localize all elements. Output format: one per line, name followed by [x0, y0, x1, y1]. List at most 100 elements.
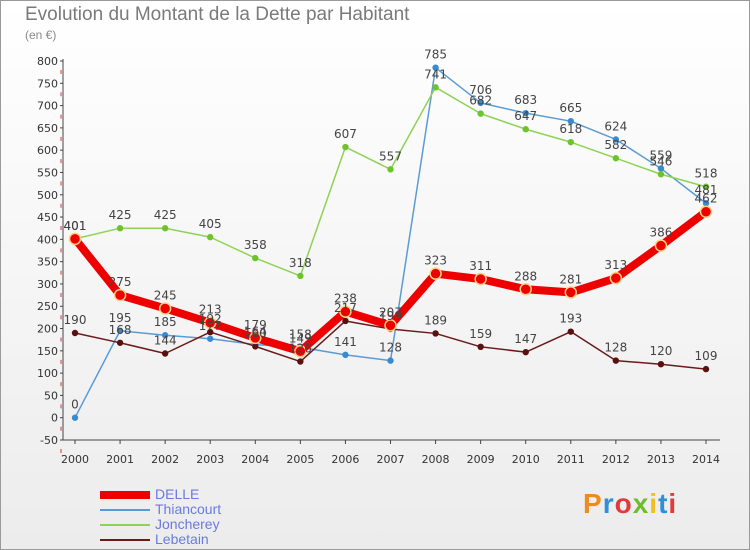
data-point-lebetain	[116, 339, 124, 346]
data-label-lebetain: 168	[109, 323, 132, 337]
data-point-joncherey	[116, 225, 124, 232]
data-point-joncherey	[477, 110, 484, 117]
x-tick-label: 2008	[422, 453, 450, 466]
data-label-thiancourt: 195	[109, 311, 132, 325]
data-label-lebetain: 120	[649, 344, 672, 358]
data-point-thiancourt	[522, 109, 529, 117]
x-tick-label: 2007	[377, 453, 405, 466]
data-point-lebetain	[612, 357, 620, 364]
data-point-joncherey	[657, 171, 665, 178]
legend-swatch	[100, 524, 150, 526]
legend-item-delle: DELLE	[100, 486, 320, 502]
data-label-thiancourt: 158	[289, 327, 312, 341]
data-label-joncherey: 401	[64, 219, 87, 233]
data-label-joncherey: 557	[379, 149, 402, 163]
data-label-thiancourt: 559	[649, 148, 672, 162]
data-label-delle: 149	[289, 331, 312, 345]
data-label-thiancourt: 0	[71, 398, 79, 412]
y-tick-label: 450	[37, 211, 58, 224]
legend-swatch	[100, 491, 150, 499]
x-tick-label: 2005	[286, 453, 314, 466]
data-point-lebetain	[657, 361, 665, 368]
data-label-joncherey: 518	[695, 167, 718, 181]
data-point-joncherey	[702, 183, 710, 190]
legend-item-lebetain: Lebetain	[100, 531, 320, 547]
logo-letter: o	[614, 488, 633, 519]
data-point-lebetain	[432, 330, 439, 337]
data-point-joncherey	[161, 225, 169, 232]
data-label-joncherey: 647	[514, 109, 537, 123]
data-point-delle	[699, 205, 713, 218]
y-tick-label: 750	[37, 77, 58, 90]
data-label-joncherey: 425	[109, 208, 132, 222]
x-tick-label: 2012	[602, 453, 630, 466]
x-tick-label: 2004	[241, 453, 269, 466]
data-point-thiancourt	[477, 99, 484, 107]
data-point-joncherey	[522, 126, 529, 133]
x-tick-label: 2011	[557, 453, 585, 466]
data-point-thiancourt	[161, 332, 169, 339]
y-tick-label: 350	[37, 256, 58, 269]
y-tick-label: 700	[37, 100, 58, 113]
data-label-delle: 288	[514, 269, 537, 283]
x-tick-label: 2010	[512, 453, 540, 466]
x-tick-label: 2013	[647, 453, 675, 466]
x-tick-label: 2003	[196, 453, 224, 466]
legend-label: DELLE	[155, 486, 200, 502]
data-label-delle: 311	[469, 259, 492, 273]
data-point-joncherey	[432, 84, 439, 91]
data-label-delle: 281	[559, 272, 582, 286]
data-label-joncherey: 682	[469, 94, 492, 108]
y-tick-label: 50	[44, 389, 58, 402]
data-point-thiancourt	[702, 200, 710, 207]
legend-label: Joncherey	[155, 516, 220, 532]
logo-letter: r	[602, 488, 615, 519]
data-point-lebetain	[297, 358, 304, 365]
data-point-delle	[68, 232, 82, 246]
data-point-delle	[384, 319, 397, 332]
data-point-thiancourt	[567, 117, 574, 125]
data-label-thiancourt: 785	[424, 48, 447, 62]
data-label-joncherey: 582	[604, 138, 627, 152]
data-label-delle: 238	[334, 292, 357, 306]
x-tick-label: 2002	[151, 453, 179, 466]
line-chart-plot: -50 0 50 100 150 200 250 300 350 400 450 500 550 600 6…	[37, 48, 720, 466]
chart-subtitle: (en €)	[25, 28, 57, 42]
data-label-thiancourt: 185	[154, 315, 177, 329]
legend-label: Thiancourt	[155, 501, 222, 517]
data-point-lebetain	[71, 329, 79, 337]
data-label-delle: 323	[424, 254, 447, 268]
data-label-thiancourt: 624	[604, 119, 627, 133]
data-label-delle: 313	[604, 258, 627, 272]
x-tick-label: 2000	[61, 453, 89, 466]
data-point-joncherey	[342, 143, 349, 151]
data-label-lebetain: 190	[64, 313, 87, 327]
data-point-joncherey	[297, 272, 304, 280]
y-tick-label: -50	[40, 434, 58, 447]
data-point-delle	[609, 271, 623, 285]
logo-letter: P	[583, 488, 603, 519]
data-label-joncherey: 618	[559, 122, 582, 136]
data-label-delle: 275	[109, 275, 132, 289]
y-tick-label: 500	[37, 189, 58, 202]
data-label-delle: 401	[64, 219, 87, 233]
legend-swatch	[100, 539, 150, 541]
data-label-delle: 207	[379, 305, 402, 319]
data-point-delle	[294, 345, 307, 358]
data-label-thiancourt: 177	[199, 319, 222, 333]
data-point-joncherey	[387, 166, 394, 173]
data-label-lebetain: 160	[244, 326, 267, 340]
data-point-joncherey	[252, 254, 259, 262]
series-line-joncherey	[74, 86, 707, 277]
data-label-joncherey: 405	[199, 217, 222, 231]
data-label-delle: 245	[154, 288, 177, 302]
legend-item-joncherey: Joncherey	[100, 516, 320, 532]
series-points	[68, 64, 713, 421]
y-tick-label: 300	[37, 278, 58, 291]
data-point-joncherey	[612, 155, 620, 162]
data-point-lebetain	[567, 328, 574, 335]
y-tick-label: 150	[37, 345, 58, 358]
data-label-lebetain: 109	[695, 349, 718, 363]
data-label-joncherey: 358	[244, 238, 267, 252]
data-label-lebetain: 144	[154, 333, 177, 347]
